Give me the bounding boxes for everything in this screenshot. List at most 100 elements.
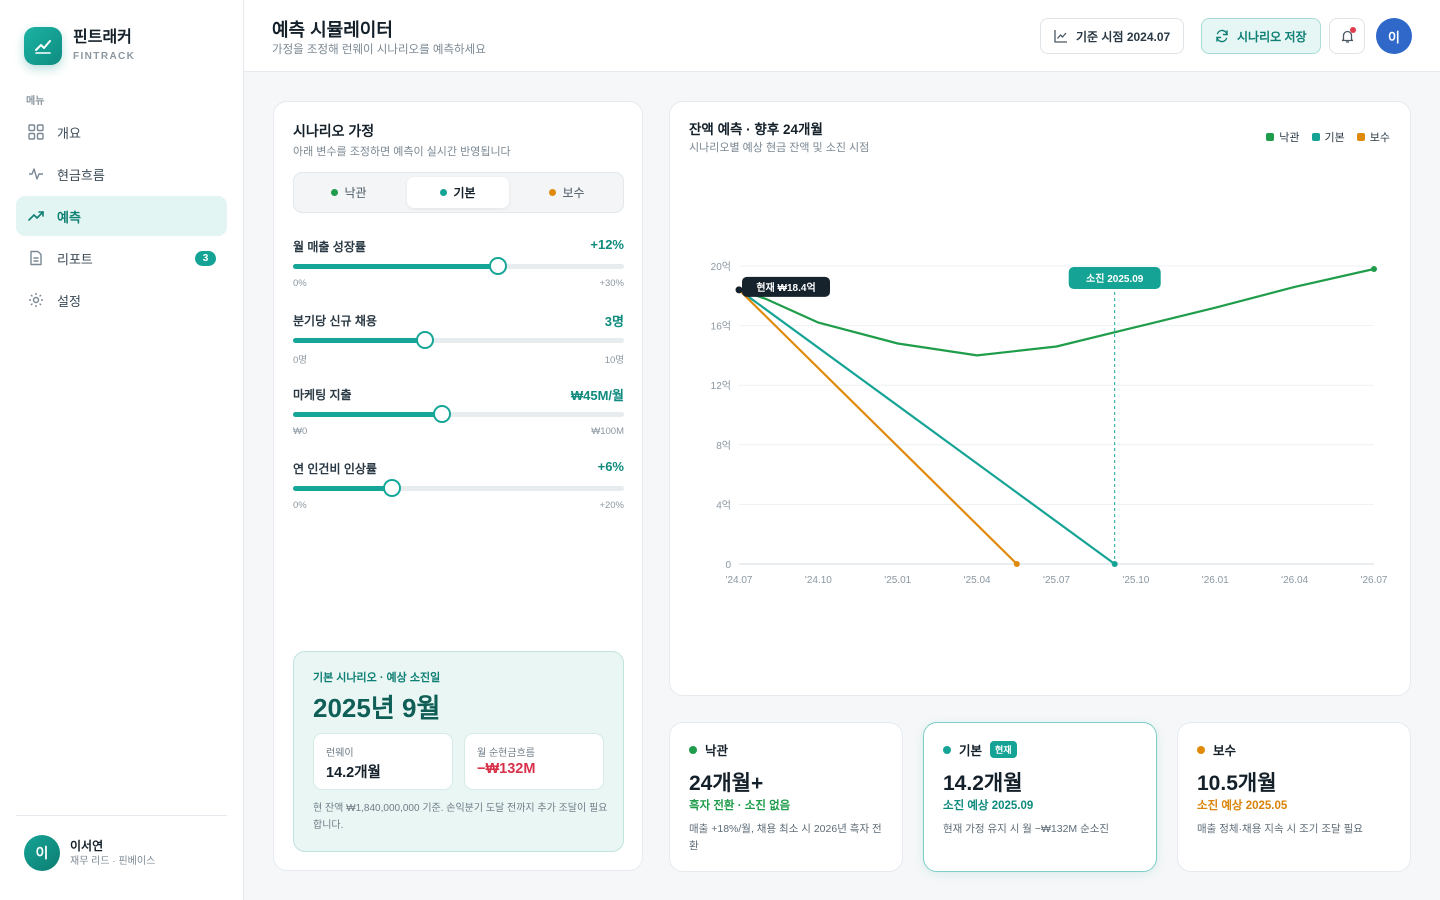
base-scenario-summary: 기본 시나리오 · 예상 소진일 2025년 9월 런웨이 14.2개월 월 순… <box>293 651 624 852</box>
sidebar-item-overview[interactable]: 개요 <box>16 112 227 152</box>
tab-base[interactable]: 기본 <box>407 177 509 208</box>
slider-handle[interactable] <box>416 331 435 349</box>
slider-value: ₩45M/월 <box>570 388 624 403</box>
net-cashflow-value: −₩132M <box>477 761 536 777</box>
slider-min: 0% <box>293 500 307 511</box>
tab-conservative[interactable]: 보수 <box>516 177 618 208</box>
avatar: 이 <box>24 835 60 871</box>
conservative-dot <box>549 189 557 196</box>
notification-dot <box>1350 27 1356 33</box>
page-title: 예측 시뮬레이터 <box>272 20 393 40</box>
legend-item-base[interactable]: 기본 <box>1311 129 1345 145</box>
burn-date-label: 소진 2025.09 <box>1086 272 1144 285</box>
scenario-description: 매출 +18%/월, 채용 최소 시 2026년 흑자 전환 <box>689 823 882 852</box>
slider-track[interactable] <box>293 331 624 349</box>
net-cashflow-box: 월 순현금흐름 −₩132M <box>464 733 604 790</box>
slider-handle[interactable] <box>432 405 451 423</box>
legend-label: 기본 <box>1324 132 1345 144</box>
assumption-slider[interactable]: 마케팅 지출 ₩45M/월 ₩0 ₩100M <box>293 386 624 456</box>
slider-min: 0% <box>293 278 307 289</box>
scenario-name: 보수 <box>1213 744 1237 758</box>
header-avatar[interactable]: 이 <box>1376 18 1412 54</box>
sidebar-item-label: 예측 <box>57 209 81 225</box>
reports-count-badge: 3 <box>195 251 216 266</box>
logo-chart-icon <box>24 27 62 65</box>
sidebar-divider <box>16 815 227 816</box>
slider-max: ₩100M <box>591 426 624 437</box>
scenario-name: 낙관 <box>705 744 729 758</box>
brand-name: 핀트래커 <box>73 29 132 46</box>
slider-handle[interactable] <box>489 257 508 275</box>
y-tick-label: 4억 <box>716 499 731 511</box>
slider-handle[interactable] <box>383 479 402 497</box>
current-balance-tooltip <box>742 276 830 297</box>
sidebar-item-label: 개요 <box>57 125 81 141</box>
burn-date-tooltip <box>1068 267 1161 289</box>
slider-track[interactable] <box>293 405 624 423</box>
x-tick-label: '26.07 <box>1361 575 1388 586</box>
assumption-slider[interactable]: 연 인건비 인상률 +6% 0% +20% <box>293 459 624 530</box>
series-end-point <box>1013 561 1020 567</box>
tab-label: 기본 <box>453 186 476 200</box>
save-scenario-button[interactable]: 시나리오 저장 <box>1201 18 1321 54</box>
slider-max: +30% <box>599 278 624 289</box>
brand-logo[interactable]: 핀트래커 FINTRACK <box>24 27 135 65</box>
pulse-icon <box>27 165 45 183</box>
current-tag: 현재 <box>990 741 1017 758</box>
sidebar-item-settings[interactable]: 설정 <box>16 280 227 320</box>
notification-button[interactable] <box>1329 18 1365 54</box>
scenario-runway: 14.2개월 <box>943 772 1023 795</box>
user-profile[interactable]: 이 이서연 재무 리드 · 핀베이스 <box>24 835 155 871</box>
sidebar-item-reports[interactable]: 리포트 3 <box>16 238 227 278</box>
balance-forecast-chart-card: 잔액 예측 · 향후 24개월 시나리오별 예상 현금 잔액 및 소진 시점 낙… <box>669 101 1411 696</box>
scenario-card-head: 낙관 <box>689 740 728 759</box>
slider-fill <box>293 412 442 417</box>
y-tick-label: 0 <box>725 560 731 571</box>
slider-label: 마케팅 지출 <box>293 388 352 402</box>
legend-label: 낙관 <box>1279 132 1300 144</box>
slider-fill <box>293 338 426 343</box>
scenario-card-optimistic[interactable]: 낙관 24개월+ 흑자 전환 · 소진 없음 매출 +18%/월, 채용 최소 … <box>669 722 903 872</box>
assumption-slider[interactable]: 월 매출 성장률 +12% 0% +30% <box>293 237 624 308</box>
slider-value: 3명 <box>604 314 624 329</box>
sidebar-item-forecast[interactable]: 예측 <box>16 196 227 236</box>
chart-subtitle: 시나리오별 예상 현금 잔액 및 소진 시점 <box>689 142 870 154</box>
sidebar-item-label: 설정 <box>57 293 81 309</box>
scenario-status: 소진 예상 2025.05 <box>1197 800 1288 812</box>
series-end-point <box>1371 265 1377 272</box>
legend-swatch <box>1266 133 1275 141</box>
scenario-card-conservative[interactable]: 보수 10.5개월 소진 예상 2025.05 매출 정체·채용 지속 시 조기… <box>1177 722 1411 872</box>
current-point <box>735 286 743 294</box>
slider-track[interactable] <box>293 479 624 497</box>
slider-track[interactable] <box>293 257 624 275</box>
slider-max: 10명 <box>604 355 624 366</box>
optimistic-line <box>737 267 1376 357</box>
gear-icon <box>27 291 45 309</box>
sidebar-item-cashflow[interactable]: 현금흐름 <box>16 154 227 194</box>
chart-line-icon <box>1054 30 1067 43</box>
x-tick-label: '24.10 <box>805 575 832 586</box>
x-tick-label: '26.01 <box>1202 575 1229 586</box>
tab-optimistic[interactable]: 낙관 <box>298 177 400 208</box>
y-tick-label: 20억 <box>711 261 731 273</box>
scenario-card-head: 기본 현재 <box>943 740 1017 759</box>
grid-icon <box>27 123 45 141</box>
reference-date-button[interactable]: 기준 시점 2024.07 <box>1040 18 1185 54</box>
assumption-slider[interactable]: 분기당 신규 채용 3명 0명 10명 <box>293 312 624 382</box>
y-tick-label: 12억 <box>711 380 731 392</box>
optimistic-dot <box>331 189 339 196</box>
legend-item-optimistic[interactable]: 낙관 <box>1266 129 1300 145</box>
slider-fill <box>293 486 393 491</box>
slider-max: +20% <box>599 500 624 511</box>
scenario-tabs: 낙관 기본 보수 <box>293 172 624 213</box>
reference-date-label: 기준 시점 2024.07 <box>1076 29 1171 44</box>
scenario-description: 현재 가정 유지 시 월 −₩132M 순소진 <box>943 823 1110 835</box>
x-tick-label: '25.01 <box>884 575 911 586</box>
tab-label: 낙관 <box>344 186 367 200</box>
x-tick-label: '25.04 <box>964 575 991 586</box>
scenario-card-base[interactable]: 기본 현재 14.2개월 소진 예상 2025.09 현재 가정 유지 시 월 −… <box>923 722 1157 872</box>
legend-swatch <box>1356 133 1365 141</box>
scenario-dot <box>689 745 697 754</box>
slider-label: 분기당 신규 채용 <box>293 314 377 328</box>
legend-item-conservative[interactable]: 보수 <box>1356 129 1390 145</box>
